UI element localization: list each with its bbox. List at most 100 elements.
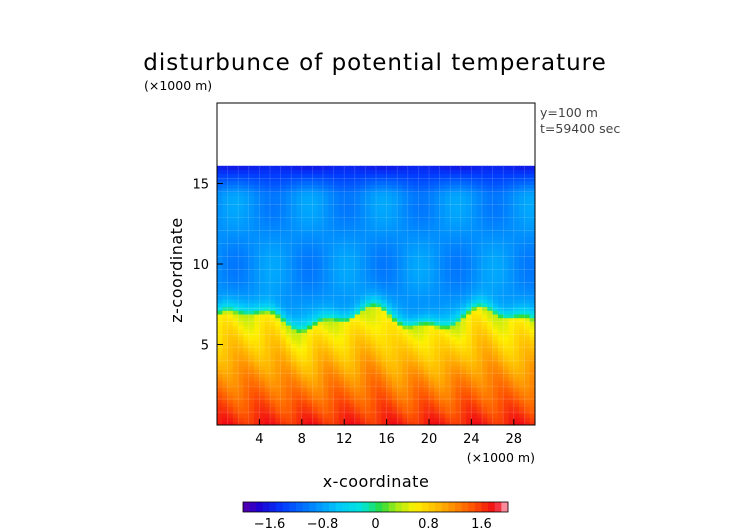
heatmap-cell xyxy=(471,254,478,259)
heatmap-cell xyxy=(413,217,419,222)
heatmap-cell xyxy=(471,280,478,285)
heatmap-cell xyxy=(275,410,282,415)
heatmap-cell xyxy=(275,243,282,248)
heatmap-cell xyxy=(444,306,451,311)
heatmap-cell xyxy=(285,269,292,274)
heatmap-cell xyxy=(328,273,335,278)
heatmap-cell xyxy=(413,228,419,234)
heatmap-cell xyxy=(307,406,313,411)
heatmap-cell xyxy=(513,173,520,178)
heatmap-cell xyxy=(349,384,356,389)
heatmap-cell xyxy=(217,225,223,230)
heatmap-cell xyxy=(444,180,451,185)
heatmap-cell xyxy=(360,399,366,404)
heatmap-cell xyxy=(466,169,472,174)
heatmap-cell xyxy=(243,243,250,248)
heatmap-cell xyxy=(275,280,282,285)
heatmap-cell xyxy=(418,328,425,334)
heatmap-cell xyxy=(439,343,446,348)
heatmap-cell xyxy=(524,310,531,315)
heatmap-cell xyxy=(471,339,478,345)
heatmap-cell xyxy=(413,232,419,237)
heatmap-cell xyxy=(482,184,488,189)
heatmap-cell xyxy=(333,313,340,319)
heatmap-cell xyxy=(227,195,234,200)
heatmap-cell xyxy=(238,317,245,322)
heatmap-cell xyxy=(275,269,282,274)
heatmap-cell xyxy=(444,236,451,241)
heatmap-cell xyxy=(513,180,520,185)
heatmap-cell xyxy=(259,380,266,385)
heatmap-cell xyxy=(476,269,483,274)
heatmap-cell xyxy=(365,276,372,282)
heatmap-cell xyxy=(227,291,234,296)
heatmap-cell xyxy=(455,180,462,185)
heatmap-cell xyxy=(492,188,499,193)
heatmap-cell xyxy=(508,362,515,367)
heatmap-cell xyxy=(243,269,250,274)
heatmap-cell xyxy=(492,417,499,422)
heatmap-cell xyxy=(407,287,414,293)
heatmap-cell xyxy=(232,188,239,193)
heatmap-cell xyxy=(376,406,382,411)
heatmap-cell xyxy=(503,354,510,359)
heatmap-cell xyxy=(492,399,499,404)
heatmap-cell xyxy=(344,317,351,322)
heatmap-cell xyxy=(323,210,329,215)
heatmap-cell xyxy=(291,291,298,296)
heatmap-cell xyxy=(529,391,535,396)
heatmap-cell xyxy=(444,247,451,252)
heatmap-cell xyxy=(508,232,515,237)
heatmap-cell xyxy=(434,180,441,185)
heatmap-cell xyxy=(338,354,345,359)
heatmap-cell xyxy=(482,291,488,296)
heatmap-cell xyxy=(349,254,356,259)
heatmap-cell xyxy=(296,295,303,300)
heatmap-cell xyxy=(285,165,292,171)
heatmap-cell xyxy=(386,339,393,345)
heatmap-cell xyxy=(450,199,457,204)
heatmap-cell xyxy=(243,417,250,422)
heatmap-cell xyxy=(301,306,308,311)
heatmap-cell xyxy=(381,247,388,252)
heatmap-cell xyxy=(503,325,510,330)
heatmap-cell xyxy=(439,387,446,393)
heatmap-cell xyxy=(386,184,393,189)
heatmap-cell xyxy=(529,280,535,285)
heatmap-cell xyxy=(291,228,298,234)
heatmap-cell xyxy=(460,273,467,278)
heatmap-cell xyxy=(312,169,319,174)
heatmap-cell xyxy=(492,195,499,200)
heatmap-cell xyxy=(391,369,398,374)
heatmap-cell xyxy=(259,287,266,293)
heatmap-cell xyxy=(391,232,398,237)
heatmap-cell xyxy=(301,350,308,356)
heatmap-cell xyxy=(328,387,335,393)
heatmap-cell xyxy=(301,373,308,378)
heatmap-cell xyxy=(492,291,499,296)
heatmap-cell xyxy=(333,176,340,182)
heatmap-cell xyxy=(259,321,266,326)
heatmap-cell xyxy=(232,165,239,171)
heatmap-cell xyxy=(487,313,494,319)
heatmap-cell xyxy=(264,287,271,293)
heatmap-cell xyxy=(418,339,425,345)
heatmap-cell xyxy=(365,258,372,263)
heatmap-cell xyxy=(360,395,366,400)
heatmap-cell xyxy=(391,217,398,222)
heatmap-cell xyxy=(365,321,372,326)
heatmap-cell xyxy=(307,287,313,293)
heatmap-cell xyxy=(407,358,414,363)
heatmap-cell xyxy=(275,195,282,200)
heatmap-cell xyxy=(513,225,520,230)
heatmap-cell xyxy=(365,176,372,182)
heatmap-cell xyxy=(360,402,366,408)
heatmap-cell xyxy=(402,173,409,178)
heatmap-cell xyxy=(232,262,239,267)
heatmap-cell xyxy=(349,180,356,185)
heatmap-cell xyxy=(402,176,409,182)
heatmap-cell xyxy=(524,225,531,230)
heatmap-cell xyxy=(439,417,446,422)
heatmap-cell xyxy=(217,269,223,274)
heatmap-cell xyxy=(254,206,260,211)
